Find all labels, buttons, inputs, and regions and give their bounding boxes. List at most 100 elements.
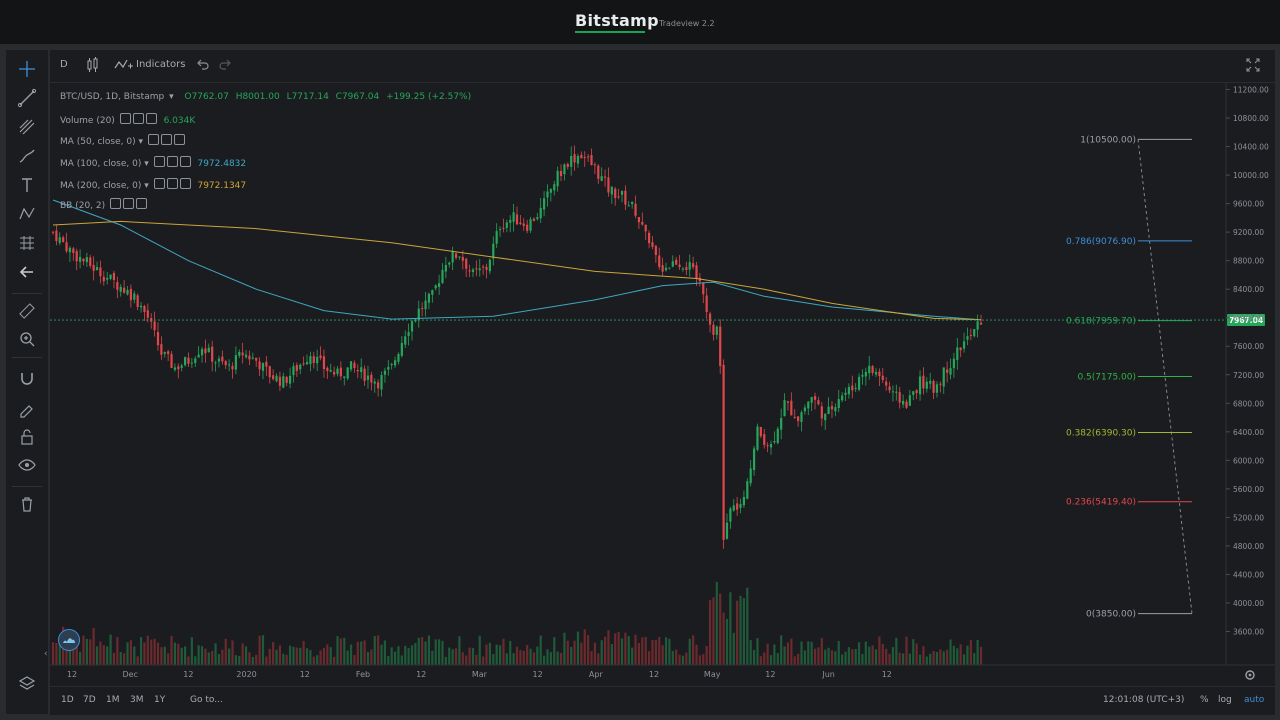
lock-icon[interactable] xyxy=(14,426,40,448)
volume-bar xyxy=(407,648,410,665)
settings-icon[interactable] xyxy=(153,178,165,189)
redo-icon[interactable] xyxy=(218,57,232,74)
candle-body xyxy=(532,218,536,221)
chart-settings-icon[interactable] xyxy=(1243,667,1257,686)
volume-bar xyxy=(417,637,420,665)
chart-area[interactable]: 7967.04 1(10500.00) 0.786(9076.90) 0.618(7… xyxy=(44,83,1275,686)
close-icon[interactable] xyxy=(179,178,191,189)
range-1m-button[interactable]: 1M xyxy=(106,695,120,705)
indicators-button[interactable]: Indicators xyxy=(136,59,186,70)
volume-bar xyxy=(197,645,200,665)
settings-icon[interactable] xyxy=(110,198,122,209)
clock-time[interactable]: 12:01:08 (UTC+3) xyxy=(1103,695,1185,705)
goto-button[interactable]: Go to... xyxy=(190,695,223,705)
trash-icon[interactable] xyxy=(14,493,40,515)
magnet-icon[interactable] xyxy=(14,368,40,390)
brand-underline xyxy=(575,31,645,33)
volume-bar xyxy=(874,649,878,665)
ruler-icon[interactable] xyxy=(14,300,40,322)
candle-body xyxy=(272,375,275,380)
layers-icon[interactable] xyxy=(14,672,40,694)
fullscreen-icon[interactable] xyxy=(1245,57,1261,76)
brush-icon[interactable] xyxy=(14,145,40,167)
range-1d-button[interactable]: 1D xyxy=(61,695,74,705)
range-7d-button[interactable]: 7D xyxy=(83,695,96,705)
close-icon[interactable] xyxy=(145,113,157,124)
percent-toggle[interactable]: % xyxy=(1200,695,1209,705)
candle-body xyxy=(478,268,481,271)
close-icon[interactable] xyxy=(173,134,185,145)
interval-button[interactable]: D xyxy=(60,59,68,70)
volume-bar xyxy=(705,646,708,665)
close-icon[interactable] xyxy=(179,156,191,167)
volume-bar xyxy=(397,646,400,665)
prediction-icon[interactable] xyxy=(14,232,40,254)
candle-body xyxy=(566,163,569,167)
volume-bar xyxy=(333,656,336,665)
chart-toolbar: D Indicators xyxy=(50,50,1275,83)
text-tool-icon[interactable] xyxy=(14,174,40,196)
settings-icon[interactable] xyxy=(119,113,131,124)
candle-body xyxy=(211,346,214,362)
log-toggle[interactable]: log xyxy=(1218,695,1232,705)
candle-body xyxy=(949,368,952,375)
settings-icon[interactable] xyxy=(153,156,165,167)
trend-line-icon[interactable] xyxy=(14,87,40,109)
candle-body xyxy=(197,354,200,358)
collapse-arrow-icon[interactable]: ‹ xyxy=(44,649,48,659)
auto-toggle[interactable]: auto xyxy=(1244,695,1265,705)
candle-body xyxy=(295,364,298,371)
eye-icon[interactable] xyxy=(132,113,144,124)
crosshair-icon[interactable] xyxy=(14,58,40,80)
brand-logo: Bitstamp xyxy=(575,11,659,30)
volume-bar xyxy=(603,636,607,665)
pattern-icon[interactable] xyxy=(14,203,40,225)
eye-icon[interactable] xyxy=(166,178,178,189)
candle-body xyxy=(400,342,403,356)
eye-icon[interactable] xyxy=(123,198,135,209)
zoom-icon[interactable] xyxy=(14,328,40,350)
volume-bar xyxy=(790,638,793,665)
volume-bar xyxy=(813,648,817,665)
candle-body xyxy=(976,321,979,330)
candle-body xyxy=(163,352,166,354)
ma200-label[interactable]: MA (200, close, 0) xyxy=(60,181,142,191)
candle-body xyxy=(732,505,735,511)
volume-bar xyxy=(336,636,339,665)
volume-bar xyxy=(729,592,732,665)
indicators-icon[interactable] xyxy=(114,56,134,75)
volume-bar xyxy=(895,637,898,665)
candle-body xyxy=(458,256,461,258)
lock-drawing-icon[interactable] xyxy=(14,397,40,419)
candle-style-icon[interactable] xyxy=(86,57,100,76)
candle-body xyxy=(75,251,78,262)
candle-body xyxy=(373,381,376,384)
candle-body xyxy=(902,400,905,405)
back-arrow-icon[interactable] xyxy=(14,261,40,283)
tradingview-logo-icon[interactable] xyxy=(58,629,80,651)
volume-bar xyxy=(549,652,552,665)
candle-body xyxy=(793,416,796,419)
candle-body xyxy=(62,237,65,243)
candle-body xyxy=(258,361,261,370)
range-3m-button[interactable]: 3M xyxy=(130,695,144,705)
price-chart[interactable]: 7967.04 1(10500.00) 0.786(9076.90) 0.618(7… xyxy=(50,83,1275,686)
undo-icon[interactable] xyxy=(196,57,210,74)
candle-body xyxy=(664,267,668,271)
volume-bar xyxy=(617,631,620,665)
eye-icon[interactable] xyxy=(166,156,178,167)
ma100-label[interactable]: MA (100, close, 0) xyxy=(60,159,142,169)
close-icon[interactable] xyxy=(136,198,148,209)
candle-body xyxy=(580,154,583,159)
range-1y-button[interactable]: 1Y xyxy=(154,695,166,705)
volume-label[interactable]: Volume (20) xyxy=(60,116,115,126)
eye-icon[interactable] xyxy=(160,134,172,145)
symbol-label[interactable]: BTC/USD, 1D, Bitstamp xyxy=(60,92,165,102)
eye-icon[interactable] xyxy=(14,454,40,476)
ma50-label[interactable]: MA (50, close, 0) xyxy=(60,137,136,147)
volume-bar xyxy=(498,645,502,665)
settings-icon[interactable] xyxy=(147,134,159,145)
bb-label[interactable]: BB (20, 2) xyxy=(60,201,106,211)
candle-body xyxy=(285,376,288,383)
fib-tool-icon[interactable] xyxy=(14,116,40,138)
